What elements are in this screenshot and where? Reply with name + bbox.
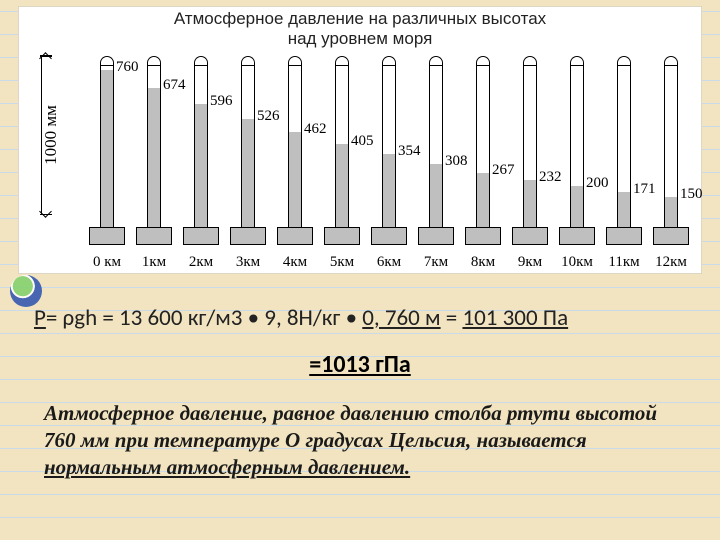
note-text: Атмосферное давление, равное давлению ст… (44, 401, 657, 452)
tube-column: 232 (508, 56, 552, 245)
formula-eq2: = 13 600 кг/м3 (102, 304, 247, 332)
mercury-well (136, 227, 172, 245)
mm-value: 760 (116, 59, 139, 76)
km-label: 6км (367, 254, 411, 271)
formula-eq1: = ρgh (46, 304, 102, 332)
mercury-well (324, 227, 360, 245)
dot1: • (248, 304, 259, 332)
mm-value: 354 (398, 143, 421, 160)
definition-note: Атмосферное давление, равное давлению ст… (44, 400, 682, 481)
mercury-well (277, 227, 313, 245)
tube-column: 526 (226, 56, 270, 245)
dot2: • (346, 304, 357, 332)
mercury-well (89, 227, 125, 245)
mercury-well (606, 227, 642, 245)
tubes-row: 760674596526462405354308267232200171150 (85, 51, 693, 245)
mercury-well (183, 227, 219, 245)
mm-value: 674 (163, 77, 186, 94)
mercury-well (418, 227, 454, 245)
km-label: 1км (132, 254, 176, 271)
tube-column: 462 (273, 56, 317, 245)
km-label: 7км (414, 254, 458, 271)
km-label: 10км (555, 254, 599, 271)
km-label: 3км (226, 254, 270, 271)
mm-value: 267 (492, 162, 515, 179)
mm-value: 308 (445, 153, 468, 170)
mercury-well (371, 227, 407, 245)
mm-value: 150 (680, 186, 703, 203)
chart-title-line1: Атмосферное давление на различных высота… (174, 9, 546, 28)
chart-panel: Атмосферное давление на различных высота… (18, 6, 702, 274)
note-term: нормальным атмосферным давлением. (44, 455, 410, 479)
chart-title-line2: над уровнем моря (288, 29, 433, 48)
formula-h: 0, 760 м (362, 304, 440, 332)
formula-line: Р= ρgh = 13 600 кг/м3 • 9, 8Н/кг • 0, 76… (34, 304, 686, 332)
mercury-well (559, 227, 595, 245)
mm-value: 405 (351, 133, 374, 150)
tube-column: 171 (602, 56, 646, 245)
mm-value: 232 (539, 169, 562, 186)
tube-column: 200 (555, 56, 599, 245)
mm-value: 526 (257, 108, 280, 125)
mercury-well (512, 227, 548, 245)
tube-column: 354 (367, 56, 411, 245)
km-label: 11км (602, 254, 646, 271)
mm-value: 596 (210, 93, 233, 110)
mm-value: 171 (633, 181, 656, 198)
km-label: 0 км (85, 254, 129, 271)
tube-column: 674 (132, 56, 176, 245)
mercury-well (465, 227, 501, 245)
tube-column: 267 (461, 56, 505, 245)
tube-column: 150 (649, 56, 693, 245)
km-axis: 0 км1км2км3км4км5км6км7км8км9км10км11км1… (85, 254, 693, 271)
tube-column: 760 (85, 56, 129, 245)
formula-result: 101 300 Па (462, 304, 568, 332)
mercury-well (230, 227, 266, 245)
globe-decoration (10, 275, 42, 307)
chart-area: 1000 мм 76067459652646240535430826723220… (31, 51, 693, 245)
mercury-well (653, 227, 689, 245)
km-label: 4км (273, 254, 317, 271)
tube-column: 405 (320, 56, 364, 245)
mm-value: 462 (304, 121, 327, 138)
km-label: 5км (320, 254, 364, 271)
formula-eq3: = (441, 304, 463, 332)
scale-ruler: 1000 мм (31, 55, 75, 215)
km-label: 8км (461, 254, 505, 271)
km-label: 2км (179, 254, 223, 271)
formula-g: 9, 8Н/кг (259, 304, 346, 332)
chart-title: Атмосферное давление на различных высота… (19, 7, 701, 50)
formula-P: Р (34, 304, 46, 332)
result-hpa: =1013 гПа (0, 350, 720, 379)
scale-label: 1000 мм (41, 105, 61, 165)
mm-value: 200 (586, 175, 609, 192)
km-label: 12км (649, 254, 693, 271)
km-label: 9км (508, 254, 552, 271)
